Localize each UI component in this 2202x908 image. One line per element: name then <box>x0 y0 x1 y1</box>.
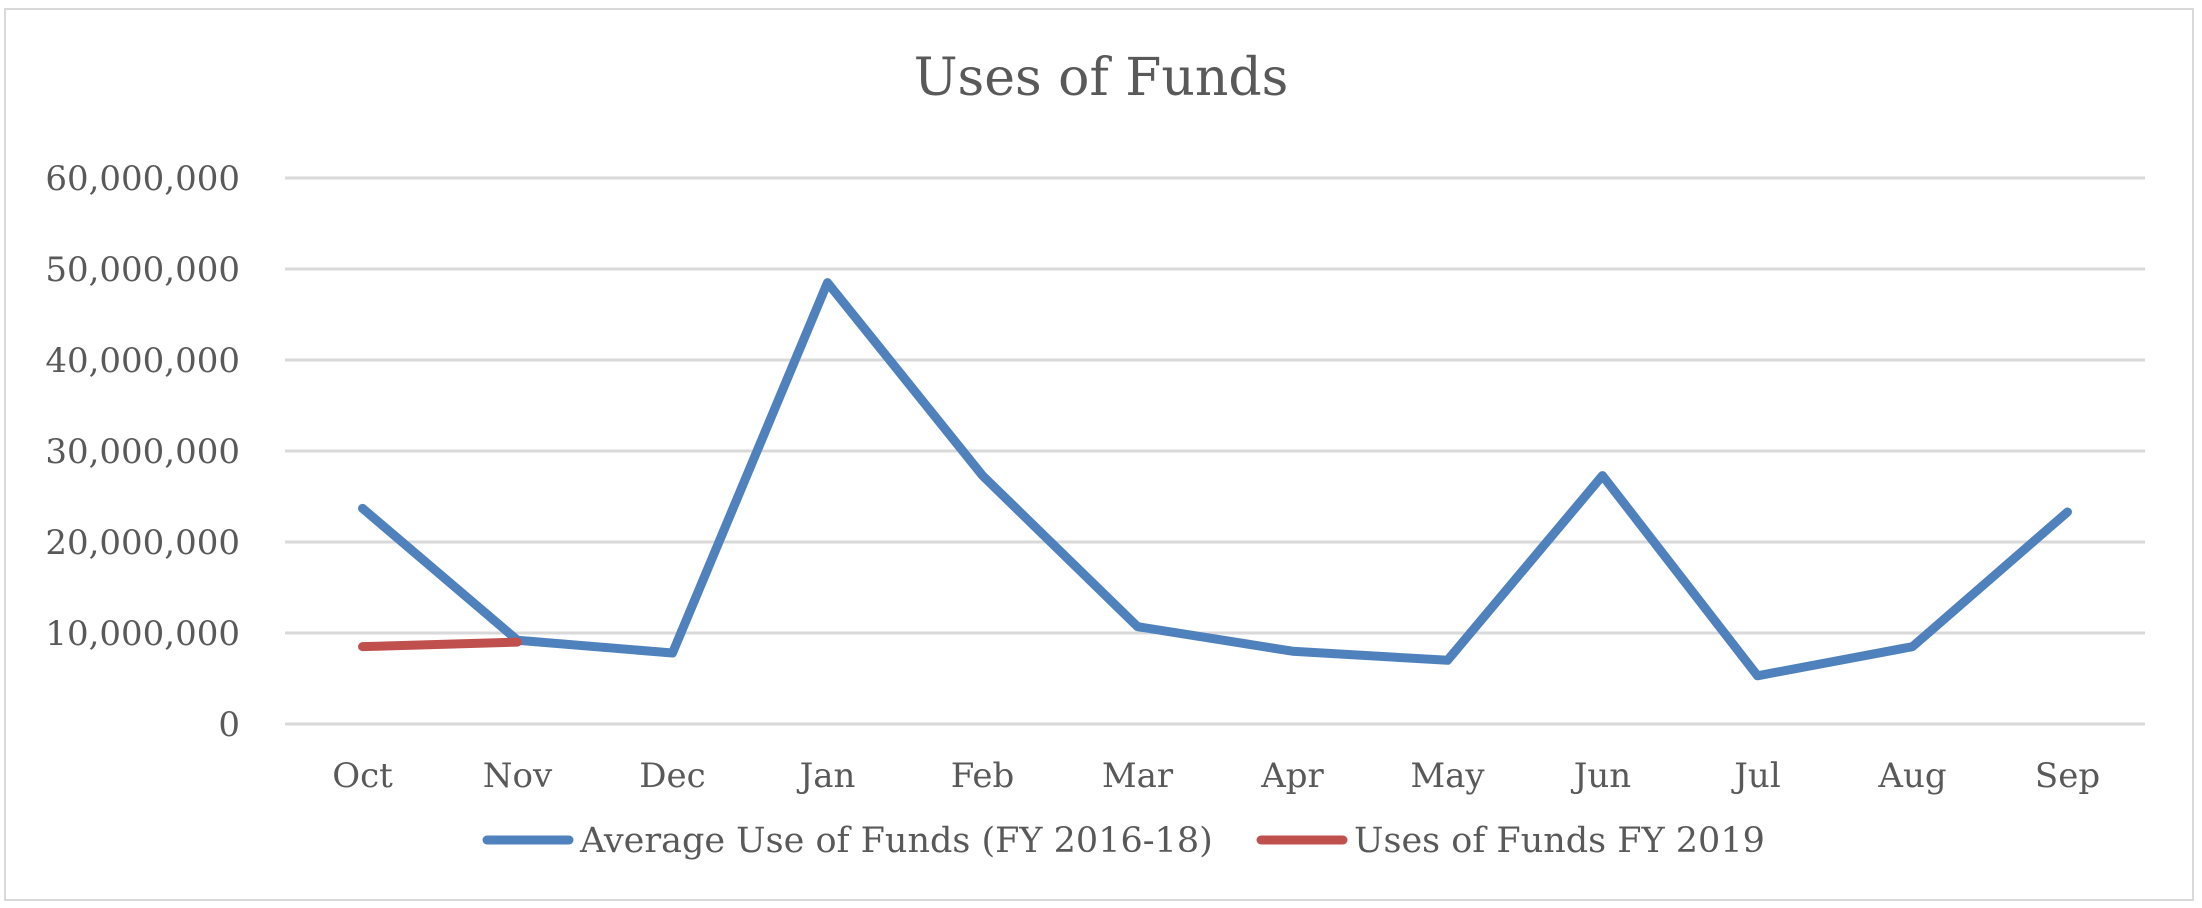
x-tick-label: May <box>1410 756 1485 796</box>
x-tick-label: Apr <box>1260 756 1324 796</box>
legend-label: Average Use of Funds (FY 2016-18) <box>579 821 1213 861</box>
legend-label: Uses of Funds FY 2019 <box>1354 821 1765 861</box>
x-tick-label: Jul <box>1731 756 1780 796</box>
y-tick-label: 60,000,000 <box>45 159 240 199</box>
chart-title: Uses of Funds <box>914 48 1289 108</box>
series-line-1 <box>358 637 522 652</box>
y-tick-label: 20,000,000 <box>45 523 240 563</box>
series-lines <box>358 278 2072 681</box>
x-tick-label: Nov <box>483 756 553 796</box>
x-tick-label: Jun <box>1571 756 1631 796</box>
x-tick-label: Sep <box>2035 756 2100 796</box>
series-line-0 <box>358 278 2072 681</box>
y-tick-label: 50,000,000 <box>45 250 240 290</box>
y-tick-label: 10,000,000 <box>45 614 240 654</box>
y-tick-label: 0 <box>218 705 240 745</box>
y-tick-label: 30,000,000 <box>45 432 240 472</box>
y-axis-tick-labels: 0 10,000,000 20,000,000 30,000,000 40,000,00… <box>45 159 240 745</box>
x-tick-label: Aug <box>1877 756 1946 796</box>
x-axis-tick-labels: Oct Nov Dec Jan Feb Mar Apr May Jun Jul Aug Sep <box>332 756 2100 796</box>
x-tick-label: Dec <box>639 756 705 796</box>
y-tick-label: 40,000,000 <box>45 341 240 381</box>
x-tick-label: Jan <box>797 756 856 796</box>
x-tick-label: Oct <box>332 756 393 796</box>
gridlines <box>285 176 2145 726</box>
x-tick-label: Feb <box>951 756 1015 796</box>
legend: Average Use of Funds (FY 2016-18) Uses of… <box>482 821 1765 861</box>
chart-frame <box>4 8 2194 901</box>
x-tick-label: Mar <box>1102 756 1174 796</box>
